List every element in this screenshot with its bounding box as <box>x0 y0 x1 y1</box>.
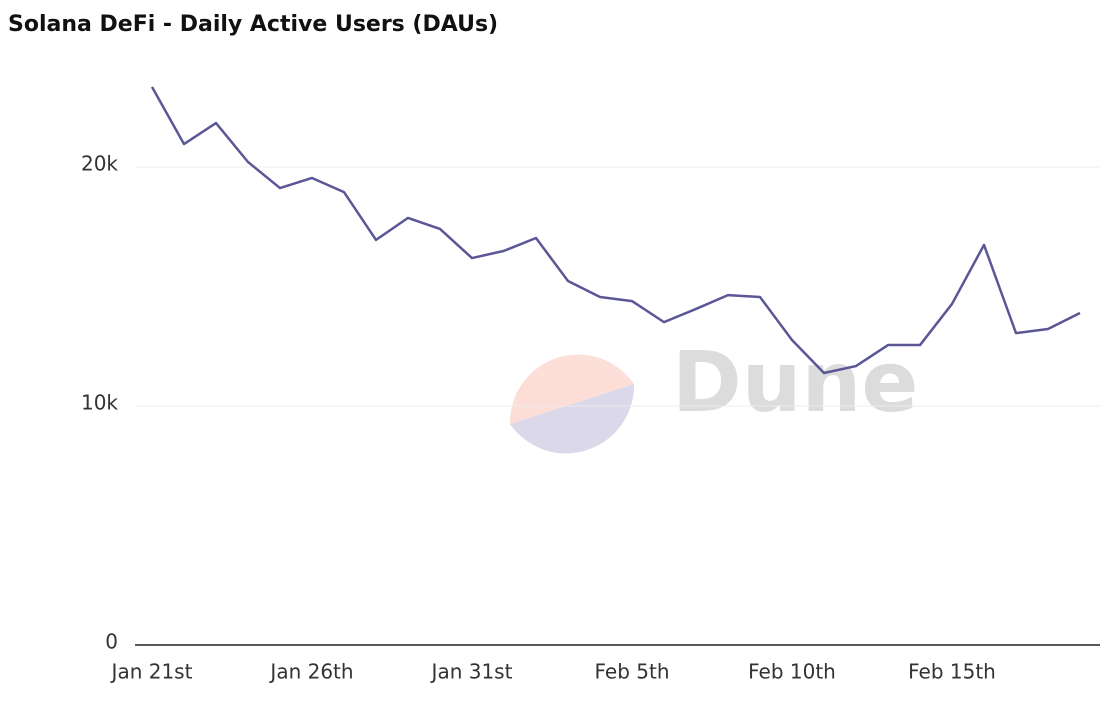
x-tick-label: Jan 21st <box>110 660 193 684</box>
y-tick-label: 10k <box>81 391 118 415</box>
y-tick-label: 0 <box>105 630 118 654</box>
watermark: Dune <box>509 333 918 454</box>
x-tick-label: Jan 31st <box>430 660 513 684</box>
data-line <box>150 86 1081 375</box>
x-tick-label: Jan 26th <box>268 660 353 684</box>
chart-title: Solana DeFi - Daily Active Users (DAUs) <box>8 12 498 37</box>
x-tick-label: Feb 5th <box>594 660 669 684</box>
watermark-text: Dune <box>672 333 918 431</box>
y-tick-label: 20k <box>81 152 118 176</box>
logo-bottom <box>510 384 635 454</box>
logo-top <box>509 354 634 424</box>
x-tick-label: Feb 10th <box>748 660 836 684</box>
x-tick-label: Feb 15th <box>908 660 996 684</box>
